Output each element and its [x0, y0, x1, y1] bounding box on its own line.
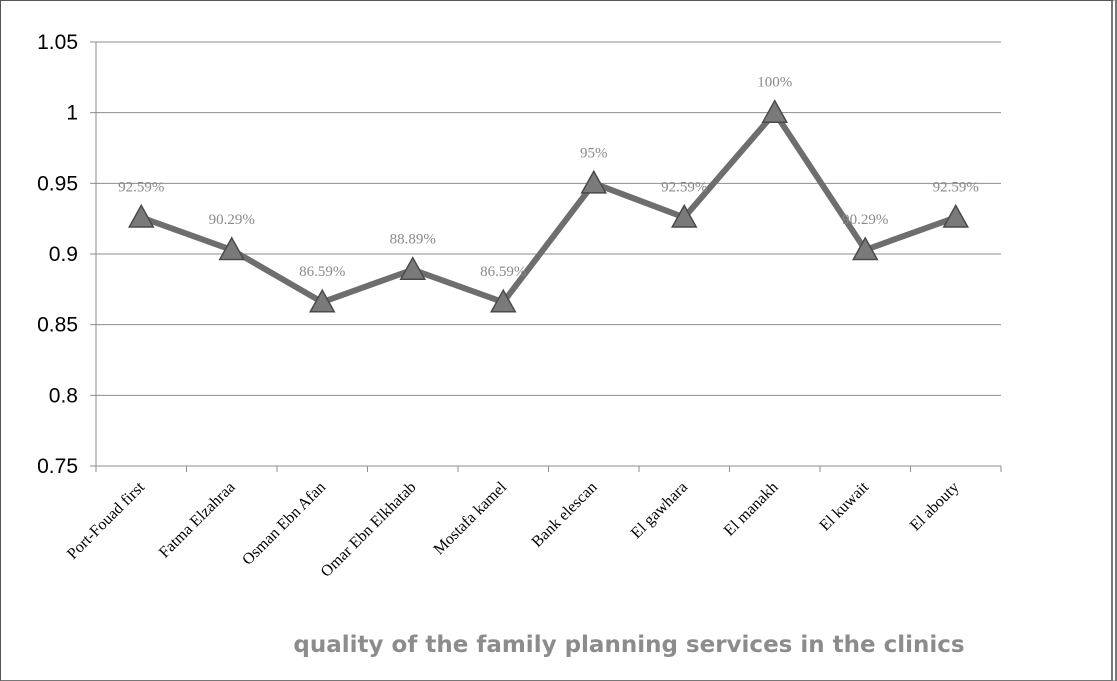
y-axis-tick-labels: 0.75 0.8 0.85 0.9 0.95 1 1.05: [37, 31, 78, 478]
data-label: 92.59%: [933, 179, 979, 195]
y-tick-label: 0.95: [37, 172, 78, 195]
x-tick-label: Omar Ebn Elkhatab: [318, 479, 420, 581]
x-tick-label: Bank elescan: [529, 479, 601, 551]
data-point-marker: [127, 203, 155, 228]
x-tick-label: El abouty: [907, 479, 963, 535]
data-point-marker: [399, 256, 427, 281]
y-tick-label: 0.8: [49, 384, 78, 407]
data-label: 90.29%: [209, 212, 255, 228]
data-point-marker: [670, 203, 698, 228]
data-point-marker: [851, 236, 879, 261]
data-point-marker: [489, 288, 517, 313]
gridlines: [96, 41, 1001, 396]
data-label: 90.29%: [842, 212, 888, 228]
axes: [90, 41, 1002, 472]
x-tick-label: El gawhara: [628, 479, 691, 542]
y-tick-label: 0.75: [37, 455, 78, 478]
x-tick-label: El manakh: [721, 479, 782, 540]
data-point-marker: [308, 288, 336, 313]
x-tick-label: Fatma Elzahraa: [156, 479, 239, 562]
data-labels: 92.59% 90.29% 86.59% 88.89% 86.59% 95% 92.59% 1…: [118, 75, 979, 281]
data-label: 88.89%: [390, 232, 436, 248]
data-label: 95%: [580, 145, 608, 161]
x-axis-tick-labels: Port-Fouad first Fatma Elzahraa Osman Ebn …: [64, 478, 962, 580]
data-label: 86.59%: [480, 264, 526, 280]
y-tick-label: 0.85: [37, 314, 78, 337]
data-label: 92.59%: [661, 179, 707, 195]
data-point-marker: [218, 236, 246, 261]
data-label: 92.59%: [118, 179, 164, 195]
data-point-marker: [761, 99, 789, 124]
data-label: 86.59%: [299, 264, 345, 280]
data-point-marker: [580, 169, 608, 194]
y-tick-label: 0.9: [49, 243, 78, 266]
x-tick-label: Port-Fouad first: [64, 478, 148, 562]
x-tick-label: El kuwait: [816, 478, 872, 534]
chart-title: quality of the family planning services …: [293, 632, 964, 658]
series-polyline: [140, 109, 957, 306]
x-tick-label: Osman Ebn Afan: [239, 479, 329, 569]
series-markers: [127, 99, 970, 313]
data-point-marker: [942, 203, 970, 228]
x-tick-label: Mostafa kamel: [431, 478, 511, 558]
data-label: 100%: [757, 75, 792, 91]
y-tick-label: 1: [66, 102, 78, 125]
y-tick-label: 1.05: [37, 31, 78, 54]
series-line: [140, 109, 957, 306]
